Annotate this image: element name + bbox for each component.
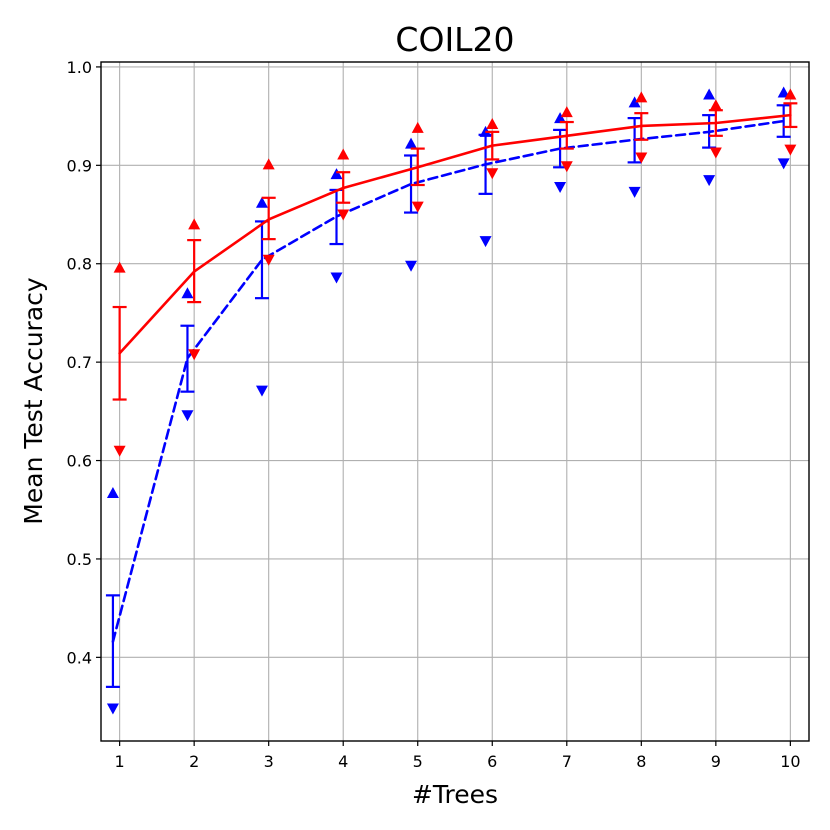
min-marker <box>113 445 126 457</box>
plot-frame <box>100 61 810 742</box>
max-marker <box>784 88 797 100</box>
min-marker <box>709 147 722 159</box>
min-marker <box>330 272 343 284</box>
x-tick-label: 1 <box>115 752 125 771</box>
min-marker <box>784 144 797 156</box>
max-marker <box>411 121 424 133</box>
max-marker <box>405 137 418 149</box>
max-marker <box>628 96 641 108</box>
series-layer <box>105 86 798 715</box>
max-marker <box>554 112 567 124</box>
max-marker <box>330 168 343 180</box>
max-marker <box>262 158 275 170</box>
x-tick-label: 2 <box>189 752 199 771</box>
x-tick-label: 7 <box>562 752 572 771</box>
y-tick-label: 0.4 <box>67 648 92 667</box>
min-marker <box>703 175 716 187</box>
min-marker <box>479 236 492 248</box>
series-red-solid <box>112 88 798 457</box>
y-tick-label: 0.9 <box>67 156 92 175</box>
max-marker <box>635 91 648 103</box>
max-marker <box>181 287 194 299</box>
y-tick-label: 0.7 <box>67 353 92 372</box>
ticks-layer: 1 2 3 4 5 6 7 8 9 10 0.4 0.5 0.6 0.7 0.8 0.9 1.0 <box>67 58 801 771</box>
min-marker <box>777 158 790 170</box>
chart-title: COIL20 <box>395 20 514 59</box>
series-line-red-solid <box>118 113 792 355</box>
x-tick-label: 8 <box>636 752 646 771</box>
max-marker <box>188 218 201 230</box>
min-marker <box>337 209 350 221</box>
max-marker <box>777 86 790 98</box>
y-tick-label: 1.0 <box>67 58 92 77</box>
y-tick-label: 0.6 <box>67 452 92 471</box>
series-line-blue-dashed <box>111 119 785 643</box>
y-tick-label: 0.5 <box>67 550 92 569</box>
x-tick-label: 9 <box>711 752 721 771</box>
y-axis-label: Mean Test Accuracy <box>19 277 48 525</box>
max-marker <box>486 117 499 129</box>
max-marker <box>560 106 573 118</box>
min-marker <box>262 254 275 266</box>
x-tick-label: 6 <box>487 752 497 771</box>
x-tick-label: 4 <box>338 752 348 771</box>
min-marker <box>554 181 567 193</box>
min-marker <box>405 260 418 272</box>
min-marker <box>635 152 648 164</box>
max-marker <box>703 88 716 100</box>
max-marker <box>709 99 722 111</box>
max-marker <box>255 196 268 208</box>
min-marker <box>486 168 499 180</box>
x-tick-label: 5 <box>413 752 423 771</box>
grid-layer <box>101 62 809 741</box>
x-tick-label: 3 <box>264 752 274 771</box>
y-tick-label: 0.8 <box>67 255 92 274</box>
min-marker <box>181 410 194 422</box>
max-marker <box>337 148 350 160</box>
min-marker <box>628 186 641 198</box>
min-marker <box>255 385 268 397</box>
x-axis-label: #Trees <box>412 780 498 809</box>
min-marker <box>188 349 201 361</box>
max-marker <box>113 261 126 273</box>
max-marker <box>106 487 119 499</box>
min-marker <box>106 703 119 715</box>
min-marker <box>411 201 424 213</box>
x-tick-label: 10 <box>780 752 800 771</box>
min-marker <box>560 161 573 173</box>
